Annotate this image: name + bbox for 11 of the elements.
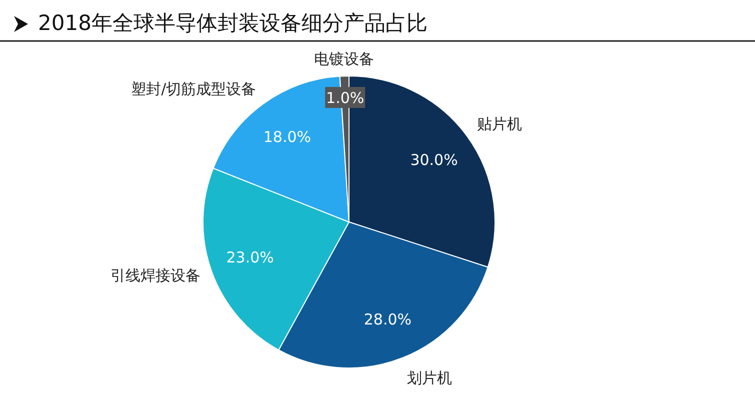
slice-label: 塑封/切筋成型设备	[131, 80, 256, 98]
data-label: 30.0%	[410, 151, 458, 170]
data-label: 1.0%	[326, 88, 364, 107]
data-label: 23.0%	[226, 248, 274, 267]
slice-label: 电镀设备	[314, 50, 374, 68]
slice-label: 贴片机	[476, 115, 522, 134]
chart-title: 2018年全球半导体封装设备细分产品占比	[38, 11, 428, 35]
data-label: 18.0%	[263, 128, 312, 146]
slice-label: 引线焊接设备	[110, 266, 200, 285]
data-label: 28.0%	[364, 310, 412, 329]
slice-label: 划片机	[407, 368, 452, 387]
